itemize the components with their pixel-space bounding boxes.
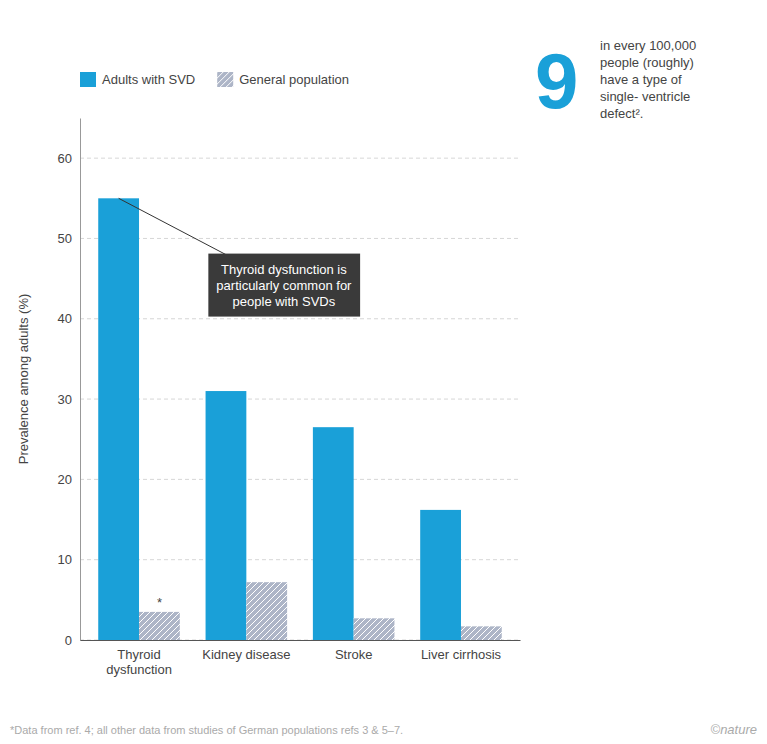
big-number: 9 bbox=[535, 37, 578, 125]
grid-line bbox=[80, 158, 520, 159]
text-line: people with SVDs bbox=[233, 294, 336, 309]
copyright: ©nature bbox=[711, 722, 757, 737]
text-line: Thyroid dysfunction is bbox=[221, 262, 347, 277]
x-tick-label: Thyroiddysfunction bbox=[106, 647, 172, 677]
text-line: have a type of bbox=[600, 72, 682, 87]
chart-container: 0 10 20 30 40 50 60 Thyroiddysfunction Kidney di… bbox=[0, 0, 767, 744]
x-axis: Thyroiddysfunction Kidney disease Stroke Li… bbox=[81, 640, 521, 677]
chart-svg: 0 10 20 30 40 50 60 Thyroiddysfunction Kidney di… bbox=[0, 0, 767, 744]
text-line: single- ventricle bbox=[600, 89, 690, 104]
star-label: * bbox=[157, 595, 162, 610]
bar bbox=[139, 612, 180, 640]
text-line: dysfunction bbox=[106, 662, 172, 677]
y-tick-label: 10 bbox=[58, 552, 72, 567]
grid-line bbox=[80, 399, 520, 400]
legend-item: Adults with SVD bbox=[80, 72, 195, 87]
text-line: particularly common for bbox=[216, 278, 352, 293]
y-tick-label: 20 bbox=[58, 472, 72, 487]
text-line: Thyroid bbox=[117, 647, 160, 662]
y-tick: 60 bbox=[58, 151, 80, 166]
bar bbox=[98, 198, 139, 640]
y-tick-label: 40 bbox=[58, 311, 72, 326]
bar bbox=[206, 391, 247, 640]
plot: 0 10 20 30 40 50 60 Thyroiddysfunction Kidney di… bbox=[16, 119, 521, 678]
y-tick-label: 30 bbox=[58, 392, 72, 407]
x-tick: Thyroiddysfunction bbox=[106, 640, 172, 677]
y-tick: 10 bbox=[58, 552, 80, 567]
bar-series bbox=[139, 582, 502, 640]
y-tick-label: 60 bbox=[58, 151, 72, 166]
background bbox=[0, 0, 767, 744]
y-tick: 0 bbox=[65, 633, 80, 648]
bar bbox=[420, 510, 461, 640]
x-axis-line bbox=[81, 640, 521, 641]
y-tick: 30 bbox=[58, 392, 80, 407]
y-tick-label: 0 bbox=[65, 633, 72, 648]
legend-swatch bbox=[80, 72, 96, 87]
grid-line bbox=[80, 238, 520, 239]
text-line: people (roughly) bbox=[600, 55, 694, 70]
legend: Adults with SVD General population bbox=[80, 72, 349, 87]
text-line: Stroke bbox=[335, 647, 373, 662]
text-line: Liver cirrhosis bbox=[421, 647, 502, 662]
legend-swatch bbox=[217, 72, 233, 87]
bar bbox=[354, 618, 395, 640]
grid-line bbox=[80, 479, 520, 480]
callout-text: Thyroid dysfunction isparticularly commo… bbox=[216, 262, 352, 309]
big-number-text: in every 100,000 people (roughly) have a t… bbox=[600, 38, 696, 121]
x-tick: Liver cirrhosis bbox=[421, 640, 502, 662]
legend-item: General population bbox=[217, 72, 349, 87]
bar-series bbox=[98, 198, 461, 640]
grid bbox=[80, 158, 520, 640]
y-tick-label: 50 bbox=[58, 231, 72, 246]
footnote: *Data from ref. 4; all other data from s… bbox=[10, 724, 403, 736]
y-axis: 0 10 20 30 40 50 60 bbox=[58, 119, 81, 648]
x-tick-label: Liver cirrhosis bbox=[421, 647, 502, 662]
x-tick-label: Kidney disease bbox=[202, 647, 290, 662]
bar bbox=[246, 582, 287, 640]
callout-box bbox=[208, 254, 360, 317]
x-tick-label: Stroke bbox=[335, 647, 373, 662]
x-tick: Kidney disease bbox=[202, 640, 290, 662]
y-axis-line bbox=[80, 119, 81, 641]
y-tick: 20 bbox=[58, 472, 80, 487]
y-axis-title: Prevalence among adults (%) bbox=[16, 294, 31, 465]
callout: Thyroid dysfunction isparticularly commo… bbox=[119, 198, 360, 316]
bar bbox=[461, 626, 502, 640]
y-tick: 40 bbox=[58, 311, 80, 326]
bar bbox=[313, 427, 354, 640]
bars bbox=[98, 198, 502, 640]
legend-label: Adults with SVD bbox=[102, 72, 195, 87]
y-tick: 50 bbox=[58, 231, 80, 246]
x-tick: Stroke bbox=[335, 640, 373, 662]
legend-label: General population bbox=[239, 72, 349, 87]
text-line: defect². bbox=[600, 106, 643, 121]
text-line: in every 100,000 bbox=[600, 38, 696, 53]
grid-line bbox=[80, 318, 520, 319]
text-line: Kidney disease bbox=[202, 647, 290, 662]
